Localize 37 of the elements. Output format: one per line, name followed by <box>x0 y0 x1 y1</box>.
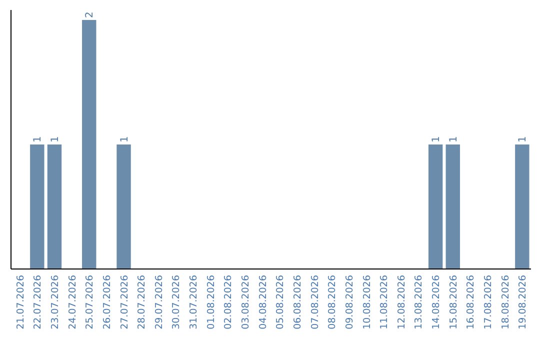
x-tick-label: 21.07.2026 <box>15 275 26 330</box>
x-tick-label: 14.08.2026 <box>431 275 442 330</box>
x-tick-label: 12.08.2026 <box>396 275 408 330</box>
data-label: 1 <box>448 136 460 142</box>
x-tick-label: 08.08.2026 <box>327 275 338 330</box>
x-tick-label: 26.07.2026 <box>102 275 113 330</box>
x-tick-label: 10.08.2026 <box>362 275 373 330</box>
x-tick-label: 25.07.2026 <box>84 275 96 330</box>
data-label: 1 <box>50 136 61 142</box>
x-tick-label: 05.08.2026 <box>275 275 286 330</box>
x-tick-label: 06.08.2026 <box>292 275 304 330</box>
x-tick-label: 22.07.2026 <box>32 275 44 330</box>
x-tick-label: 16.08.2026 <box>466 275 477 330</box>
x-tick-label: 15.08.2026 <box>448 275 460 330</box>
x-tick-label: 30.07.2026 <box>171 275 182 330</box>
x-tick-label: 02.08.2026 <box>223 275 234 330</box>
x-tick-label: 13.08.2026 <box>414 275 425 330</box>
x-tick-label: 03.08.2026 <box>240 275 252 330</box>
x-tick-label: 09.08.2026 <box>344 275 356 330</box>
data-label: 1 <box>119 136 130 142</box>
x-tick-label: 28.07.2026 <box>136 275 148 330</box>
x-tick-label: 04.08.2026 <box>258 275 269 330</box>
x-tick-label: 24.07.2026 <box>67 275 78 330</box>
x-tick-label: 17.08.2026 <box>483 275 494 330</box>
x-tick-label: 31.07.2026 <box>188 275 200 330</box>
x-tick-label: 29.07.2026 <box>154 275 165 330</box>
x-tick-label: 23.07.2026 <box>50 275 61 330</box>
x-tick-label: 07.08.2026 <box>310 275 321 330</box>
data-label: 1 <box>32 136 44 142</box>
x-tick-label: 27.07.2026 <box>119 275 130 330</box>
x-tick-label: 01.08.2026 <box>206 275 217 330</box>
data-label: 2 <box>84 12 96 18</box>
x-tick-label: 11.08.2026 <box>379 275 390 330</box>
x-tick-label: 19.08.2026 <box>518 275 529 330</box>
data-label: 1 <box>431 136 442 142</box>
data-label: 1 <box>518 136 529 142</box>
x-tick-label: 18.08.2026 <box>500 275 512 330</box>
